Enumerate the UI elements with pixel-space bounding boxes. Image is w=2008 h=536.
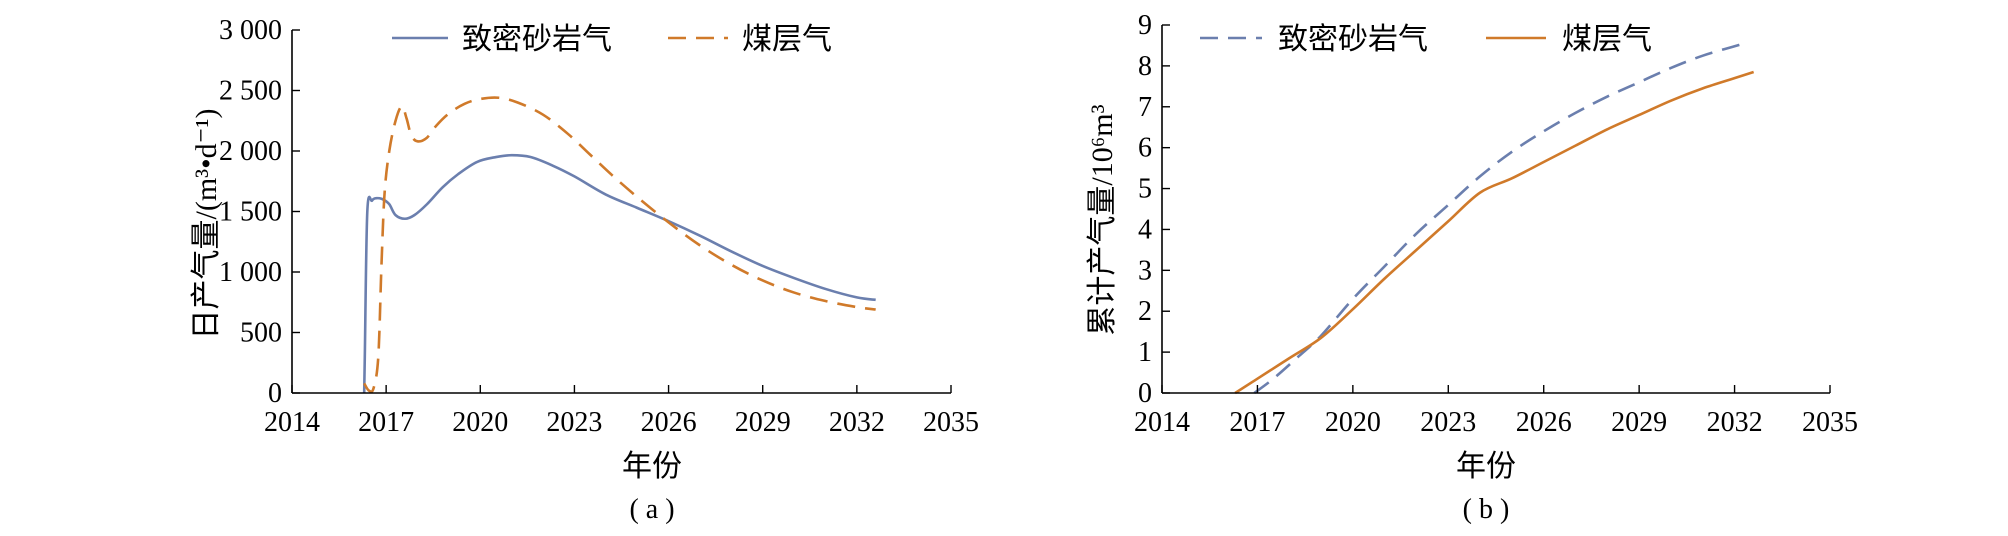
legend-a: 致密砂岩气 煤层气 — [392, 22, 832, 57]
x-tick-label-b: 2026 — [1516, 407, 1572, 438]
x-axis-label-a: 年份 — [622, 450, 682, 483]
y-tick-label-b: 9 — [1138, 10, 1152, 41]
panel-label-b: ( b ) — [1463, 494, 1510, 525]
y-tick-label-a: 3 000 — [219, 15, 282, 46]
legend-label-a-1: 致密砂岩气 — [462, 22, 612, 57]
legend-label-b-2: 煤层气 — [1562, 22, 1652, 57]
y-tick-label-a: 2 500 — [219, 76, 282, 107]
legend-b: 致密砂岩气 煤层气 — [1200, 22, 1652, 57]
x-tick-label-a: 2032 — [829, 407, 885, 438]
y-tick-label-a: 1 000 — [219, 257, 282, 288]
y-tick-label-b: 3 — [1138, 255, 1152, 286]
y-tick-label-b: 4 — [1138, 214, 1152, 245]
chart-panel-a: 2014 2017 2020 2023 2026 2029 2032 2035 0 500 1 00… — [190, 15, 979, 525]
legend-label-b-1: 致密砂岩气 — [1278, 22, 1428, 57]
x-tick-label-b: 2014 — [1134, 407, 1190, 438]
y-tick-label-b: 5 — [1138, 174, 1152, 205]
x-tick-label-b: 2035 — [1802, 407, 1858, 438]
x-tick-label-a: 2035 — [923, 407, 979, 438]
y-tick-label-b: 8 — [1138, 51, 1152, 82]
x-tick-label-a: 2029 — [735, 407, 791, 438]
x-tick-label-b: 2020 — [1325, 407, 1381, 438]
chart-panel-b: 2014 2017 2020 2023 2026 2029 2032 2035 0 1 2 3 4 5 6 7… — [1086, 10, 1858, 525]
x-tick-label-a: 2017 — [358, 407, 414, 438]
y-tick-label-a: 0 — [268, 378, 282, 409]
y-axis-label-a: 日产气量/(m³•d⁻¹) — [190, 109, 223, 340]
series-line-b-1 — [1253, 42, 1745, 395]
y-tick-label-a: 500 — [240, 318, 282, 349]
x-tick-label-b: 2017 — [1229, 407, 1285, 438]
x-tick-label-b: 2032 — [1707, 407, 1763, 438]
x-tick-label-b: 2023 — [1420, 407, 1476, 438]
x-axis-label-b: 年份 — [1456, 450, 1516, 483]
y-axis-label-b: 累计产气量/10⁶m³ — [1086, 104, 1119, 335]
legend-label-a-2: 煤层气 — [742, 22, 832, 57]
y-tick-label-b: 7 — [1138, 92, 1152, 123]
x-tick-label-a: 2026 — [641, 407, 697, 438]
panel-label-a: ( a ) — [629, 494, 674, 525]
x-tick-label-a: 2023 — [546, 407, 602, 438]
series-line-a-2 — [363, 96, 876, 394]
series-line-b-2 — [1234, 70, 1755, 395]
series-line-a-1 — [362, 153, 876, 394]
y-tick-label-a: 2 000 — [219, 136, 282, 167]
y-tick-label-b: 2 — [1138, 296, 1152, 327]
y-tick-label-b: 6 — [1138, 133, 1152, 164]
x-tick-label-a: 2014 — [264, 407, 320, 438]
y-tick-label-a: 1 500 — [219, 197, 282, 228]
x-tick-label-a: 2020 — [452, 407, 508, 438]
y-tick-label-b: 1 — [1138, 337, 1152, 368]
x-tick-label-b: 2029 — [1611, 407, 1667, 438]
y-tick-label-b: 0 — [1138, 378, 1152, 409]
